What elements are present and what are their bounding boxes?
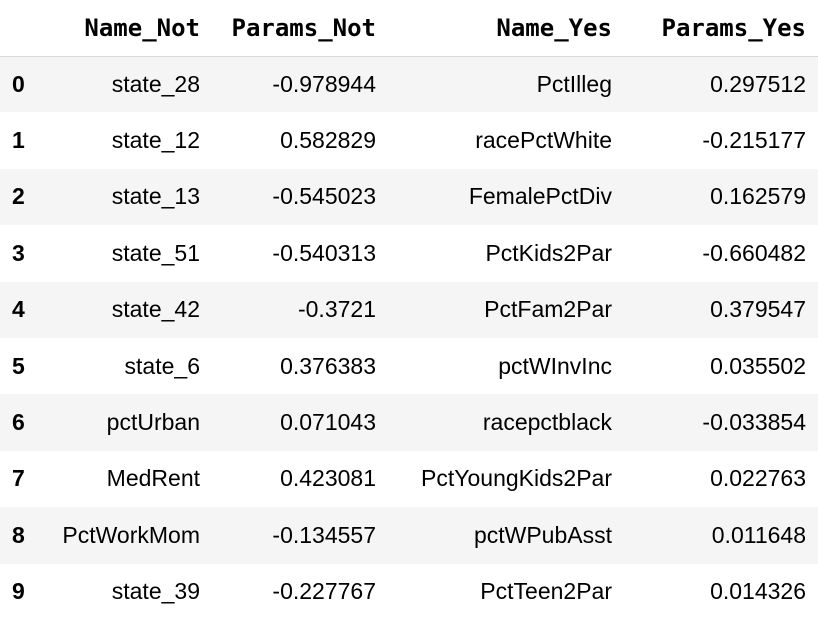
row-index: 1 bbox=[12, 127, 25, 154]
table-row: 1 state_12 0.582829 racePctWhite -0.215177 bbox=[0, 112, 818, 169]
row-index: 5 bbox=[12, 352, 25, 379]
cell-params-not: -0.227767 bbox=[272, 578, 376, 605]
cell-name-yes: PctIlleg bbox=[536, 70, 612, 97]
table-row: 7 MedRent 0.423081 PctYoungKids2Par 0.022763 bbox=[0, 450, 818, 508]
cell-params-yes: 0.011648 bbox=[711, 521, 806, 548]
cell-name-not: PctWorkMom bbox=[62, 521, 200, 548]
cell-name-yes: pctWInvInc bbox=[498, 352, 612, 379]
column-header-params-not: Params_Not bbox=[212, 0, 388, 57]
column-header-name-yes: Name_Yes bbox=[388, 0, 624, 57]
table-header: Name_Not Params_Not Name_Yes Params_Yes bbox=[0, 0, 818, 57]
column-header-name-not: Name_Not bbox=[44, 0, 212, 57]
cell-name-yes: PctKids2Par bbox=[485, 239, 612, 266]
row-index: 4 bbox=[12, 296, 25, 323]
cell-params-yes: 0.162579 bbox=[710, 183, 806, 210]
cell-name-not: state_39 bbox=[111, 578, 200, 605]
cell-name-yes: PctTeen2Par bbox=[480, 578, 612, 605]
table-row: 3 state_51 -0.540313 PctKids2Par -0.660482 bbox=[0, 225, 818, 282]
row-index: 2 bbox=[12, 183, 25, 210]
cell-params-yes: 0.035502 bbox=[710, 352, 806, 379]
cell-name-not: state_6 bbox=[124, 352, 200, 379]
cell-params-yes: -0.215177 bbox=[702, 127, 806, 154]
index-header bbox=[0, 0, 44, 57]
row-index: 6 bbox=[12, 409, 25, 436]
row-index: 8 bbox=[12, 521, 25, 548]
cell-params-yes: 0.014326 bbox=[710, 578, 806, 605]
table-row: 6 pctUrban 0.071043 racepctblack -0.033854 bbox=[0, 394, 818, 451]
table-row: 0 state_28 -0.978944 PctIlleg 0.297512 bbox=[0, 56, 818, 113]
cell-params-not: -0.3721 bbox=[297, 296, 376, 323]
cell-name-yes: FemalePctDiv bbox=[468, 183, 612, 210]
cell-name-yes: PctYoungKids2Par bbox=[421, 465, 612, 492]
cell-name-not: state_42 bbox=[111, 296, 200, 323]
row-index: 0 bbox=[12, 70, 25, 97]
table-row: 2 state_13 -0.545023 FemalePctDiv 0.162579 bbox=[0, 168, 818, 226]
cell-name-yes: PctFam2Par bbox=[484, 296, 612, 323]
row-index: 9 bbox=[12, 578, 25, 605]
cell-params-yes: -0.033854 bbox=[702, 409, 806, 436]
cell-params-yes: -0.660482 bbox=[702, 239, 806, 266]
row-index: 7 bbox=[12, 465, 25, 492]
cell-params-yes: 0.297512 bbox=[710, 70, 806, 97]
cell-params-not: 0.582829 bbox=[280, 127, 376, 154]
table-row: 8 PctWorkMom -0.134557 pctWPubAsst 0.011648 bbox=[0, 507, 818, 564]
cell-name-not: state_28 bbox=[111, 70, 200, 97]
cell-params-not: 0.376383 bbox=[280, 352, 376, 379]
cell-params-not: 0.423081 bbox=[280, 465, 376, 492]
cell-params-yes: 0.022763 bbox=[710, 465, 806, 492]
cell-params-not: -0.545023 bbox=[272, 183, 376, 210]
table-body: 0 state_28 -0.978944 PctIlleg 0.297512 1 state… bbox=[0, 56, 818, 620]
table-row: 4 state_42 -0.3721 PctFam2Par 0.379547 bbox=[0, 281, 818, 338]
cell-params-not: -0.134557 bbox=[272, 521, 376, 548]
cell-name-yes: racePctWhite bbox=[475, 127, 612, 154]
cell-name-not: state_12 bbox=[111, 127, 200, 154]
table-row: 9 state_39 -0.227767 PctTeen2Par 0.014326 bbox=[0, 563, 818, 620]
cell-name-not: state_13 bbox=[111, 183, 200, 210]
cell-name-not: pctUrban bbox=[106, 409, 200, 436]
cell-params-yes: 0.379547 bbox=[710, 296, 806, 323]
header-row: Name_Not Params_Not Name_Yes Params_Yes bbox=[0, 0, 818, 57]
cell-name-not: MedRent bbox=[106, 465, 200, 492]
cell-name-yes: racepctblack bbox=[482, 409, 612, 436]
column-header-params-yes: Params_Yes bbox=[624, 0, 818, 57]
cell-params-not: -0.540313 bbox=[272, 239, 376, 266]
table-row: 5 state_6 0.376383 pctWInvInc 0.035502 bbox=[0, 337, 818, 395]
cell-name-yes: pctWPubAsst bbox=[473, 521, 612, 548]
row-index: 3 bbox=[12, 239, 25, 266]
cell-name-not: state_51 bbox=[111, 239, 200, 266]
cell-params-not: -0.978944 bbox=[272, 70, 376, 97]
cell-params-not: 0.071043 bbox=[280, 409, 376, 436]
